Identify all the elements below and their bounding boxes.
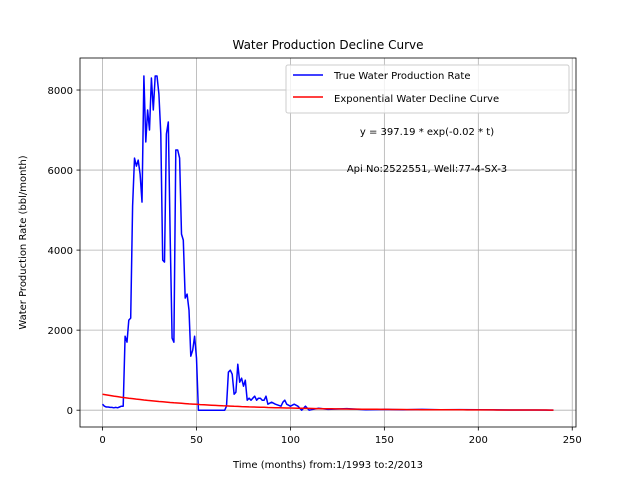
y-tick-label: 6000 <box>48 166 73 177</box>
x-tick-label: 50 <box>190 435 203 446</box>
y-tick-label: 2000 <box>48 326 73 337</box>
x-tick-label: 100 <box>281 435 300 446</box>
legend: True Water Production Rate Exponential W… <box>285 64 570 114</box>
y-axis-label: Water Production Rate (bbl/month) <box>18 155 29 329</box>
ticks: 0 50 100 150 200 250 0 2000 4000 6000 8000 <box>48 86 582 446</box>
legend-label-decline-curve: Exponential Water Decline Curve <box>334 94 499 105</box>
series-line-exponential-water-decline-curve <box>102 393 554 411</box>
x-axis-label: Time (months) from:1/1993 to:2/2013 <box>232 460 423 471</box>
y-tick-label: 4000 <box>48 246 73 257</box>
legend-box <box>285 64 570 114</box>
plot-lines <box>101 75 554 411</box>
x-tick-label: 200 <box>469 435 488 446</box>
y-tick-label: 8000 <box>48 86 73 97</box>
chart-title: Water Production Decline Curve <box>232 38 423 52</box>
legend-label-true-rate: True Water Production Rate <box>333 71 470 82</box>
well-annotation: Api No:2522551, Well:77-4-SX-3 <box>347 164 507 175</box>
y-tick-label: 0 <box>67 406 73 417</box>
plot-frame <box>79 57 577 428</box>
equation-annotation: y = 397.19 * exp(-0.02 * t) <box>360 127 494 138</box>
x-tick-label: 250 <box>563 435 582 446</box>
x-tick-label: 150 <box>375 435 394 446</box>
x-tick-label: 0 <box>99 435 105 446</box>
